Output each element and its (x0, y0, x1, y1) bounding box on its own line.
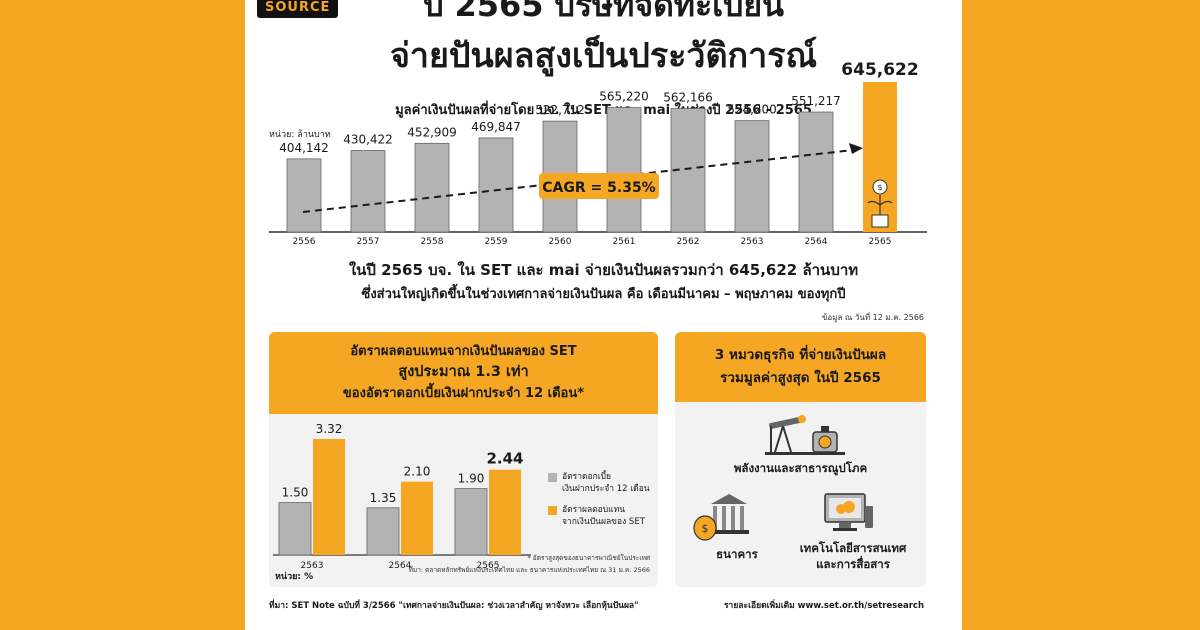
bar-value-2563: 524,200 (727, 103, 777, 117)
yield-value-2564-deposit: 1.35 (370, 491, 397, 505)
bar-2558 (414, 142, 450, 233)
yield-note: * อัตราสูงสุดของธนาคารพาณิชย์ในประเทศ (527, 554, 650, 562)
bar-value-2562: 562,166 (663, 91, 713, 105)
yield-bar-2565-dividend (489, 469, 521, 555)
cagr-label: CAGR = 5.35% (542, 180, 655, 196)
yield-panel: อัตราผลตอบแทนจากเงินปันผลของ SET สูงประม… (269, 332, 658, 587)
sectors-header-line-2: รวมมูลค่าสูงสุด ในปี 2565 (720, 370, 881, 386)
tick-2556: 2556 (293, 237, 316, 247)
oil-pump-icon (765, 415, 845, 455)
bar-value-2565: 645,622 (841, 60, 918, 80)
tick-2563: 2563 (741, 237, 764, 247)
bar-value-2561: 565,220 (599, 90, 649, 104)
legend-deposit-line-1: อัตราดอกเบี้ย (562, 472, 612, 482)
data-date: ข้อมูล ณ วันที่ 12 ม.ค. 2566 (821, 313, 924, 322)
bar-2557 (350, 150, 386, 233)
bar-value-2560: 522,712 (535, 103, 585, 117)
footer-more-info: รายละเอียดเพิ่มเติม www.set.or.th/setres… (723, 601, 924, 611)
main-chart-unit: หน่วย: ล้านบาท (269, 130, 331, 140)
tick-2557: 2557 (357, 237, 380, 247)
bar-2563 (734, 120, 770, 233)
infographic-card: SOURCE ปี 2565 บริษัทจดทะเบียน จ่ายปันผล… (245, 0, 962, 630)
sector-ict: เทคโนโลยีสารสนเทศ และการสื่อสาร (783, 540, 923, 572)
title-line-1: ปี 2565 บริษัทจดทะเบียน (422, 0, 785, 24)
yield-tick-2564: 2564 (389, 561, 412, 571)
sector-bank: ธนาคาร (716, 547, 758, 561)
main-chart-subtitle: มูลค่าเงินปันผลที่จ่ายโดย บจ. ใน SET และ… (395, 103, 812, 118)
yield-value-2563-deposit: 1.50 (282, 486, 309, 500)
summary-line-1: ในปี 2565 บจ. ใน SET และ mai จ่ายเงินปัน… (348, 261, 859, 279)
yield-bar-2563-dividend (313, 439, 345, 555)
plant-icon (867, 195, 893, 215)
yield-bar-2564-deposit (366, 507, 400, 556)
yield-header-line-3: ของอัตราดอกเบี้ยเงินฝากประจำ 12 เดือน* (342, 386, 585, 401)
yield-value-2564-dividend: 2.10 (404, 465, 431, 479)
tick-2561: 2561 (613, 237, 636, 247)
tick-2559: 2559 (485, 237, 508, 247)
legend-dividend-line-1: อัตราผลตอบแทน (562, 505, 626, 515)
legend-dividend: อัตราผลตอบแทน จากเงินปันผลของ SET (562, 504, 645, 528)
yield-bar-2564-dividend (401, 481, 433, 555)
yield-unit: หน่วย: % (275, 572, 314, 582)
bank-icon: $ (693, 494, 749, 541)
bar-value-2559: 469,847 (471, 120, 521, 134)
yield-bar-chart: 1.50 3.32 2563 1.35 2.10 2564 1.902.44 2565 (273, 422, 531, 571)
bar-2564 (798, 111, 834, 233)
coin-symbol: $ (877, 183, 882, 192)
trend-arrow-head (849, 143, 863, 154)
sectors-header-line-1: 3 หมวดธุรกิจ ที่จ่ายเงินปันผล (714, 347, 887, 363)
svg-text:$: $ (702, 522, 709, 535)
sectors-panel: 3 หมวดธุรกิจ ที่จ่ายเงินปันผล รวมมูลค่าส… (675, 332, 926, 587)
sector-energy: พลังงานและสาธารณูปโภค (733, 461, 868, 475)
yield-panel-header: อัตราผลตอบแทนจากเงินปันผลของ SET สูงประม… (269, 332, 658, 414)
bar-2559 (478, 137, 514, 233)
tick-2564: 2564 (805, 237, 828, 247)
legend-swatch-deposit (548, 473, 557, 482)
coin-icon (872, 179, 888, 195)
legend-dividend-line-2: จากเงินปันผลของ SET (562, 517, 645, 527)
source-logo: SOURCE (257, 0, 339, 18)
cagr-badge (539, 173, 659, 199)
legend-swatch-dividend (548, 506, 557, 515)
bar-2556 (286, 158, 322, 233)
yield-tick-2563: 2563 (301, 561, 324, 571)
computer-cloud-icon (824, 493, 873, 531)
yield-header-line-2: สูงประมาณ 1.3 เท่า (398, 364, 529, 380)
footer-source: ที่มา: SET Note ฉบับที่ 3/2566 "เทศกาลจ่… (269, 601, 639, 611)
tick-2562: 2562 (677, 237, 700, 247)
bar-value-2557: 430,422 (343, 132, 393, 146)
yield-header-line-1: อัตราผลตอบแทนจากเงินปันผลของ SET (350, 344, 577, 359)
pot-icon (871, 214, 889, 228)
tick-2558: 2558 (421, 237, 444, 247)
tick-2565: 2565 (869, 237, 892, 247)
title-line-2: จ่ายปันผลสูงเป็นประวัติการณ์ (389, 36, 818, 76)
yield-value-2565-dividend: 2.44 (486, 450, 523, 468)
sector-ict-line-1: เทคโนโลยีสารสนเทศ (799, 541, 907, 555)
summary-line-2: ซึ่งส่วนใหญ่เกิดขึ้นในช่วงเทศกาลจ่ายเงิน… (361, 287, 846, 302)
bar-value-2558: 452,909 (407, 125, 457, 139)
legend-deposit-line-2: เงินฝากประจำ 12 เดือน (562, 484, 650, 494)
yield-source: ที่มา: ตลาดหลักทรัพย์แห่งประเทศไทย และ ธ… (408, 566, 650, 574)
yield-tick-2565: 2565 (477, 561, 500, 571)
dividend-bar-chart: 404,142 2556 430,422 2557 452,909 2558 469,847… (269, 60, 927, 247)
tick-2560: 2560 (549, 237, 572, 247)
yield-bar-2563-deposit (278, 502, 312, 556)
bar-value-2564: 551,217 (791, 94, 841, 108)
bar-2562 (670, 108, 706, 233)
yield-bar-2565-deposit (454, 488, 488, 556)
legend-deposit: อัตราดอกเบี้ย เงินฝากประจำ 12 เดือน (562, 471, 650, 495)
sectors-panel-header: 3 หมวดธุรกิจ ที่จ่ายเงินปันผล รวมมูลค่าส… (675, 332, 926, 402)
bar-2561 (606, 107, 642, 233)
yield-value-2565-deposit: 1.90 (458, 472, 485, 486)
yield-value-2563-dividend: 3.32 (316, 422, 343, 436)
sector-ict-line-2: และการสื่อสาร (816, 557, 890, 571)
bar-value-2556: 404,142 (279, 141, 329, 155)
